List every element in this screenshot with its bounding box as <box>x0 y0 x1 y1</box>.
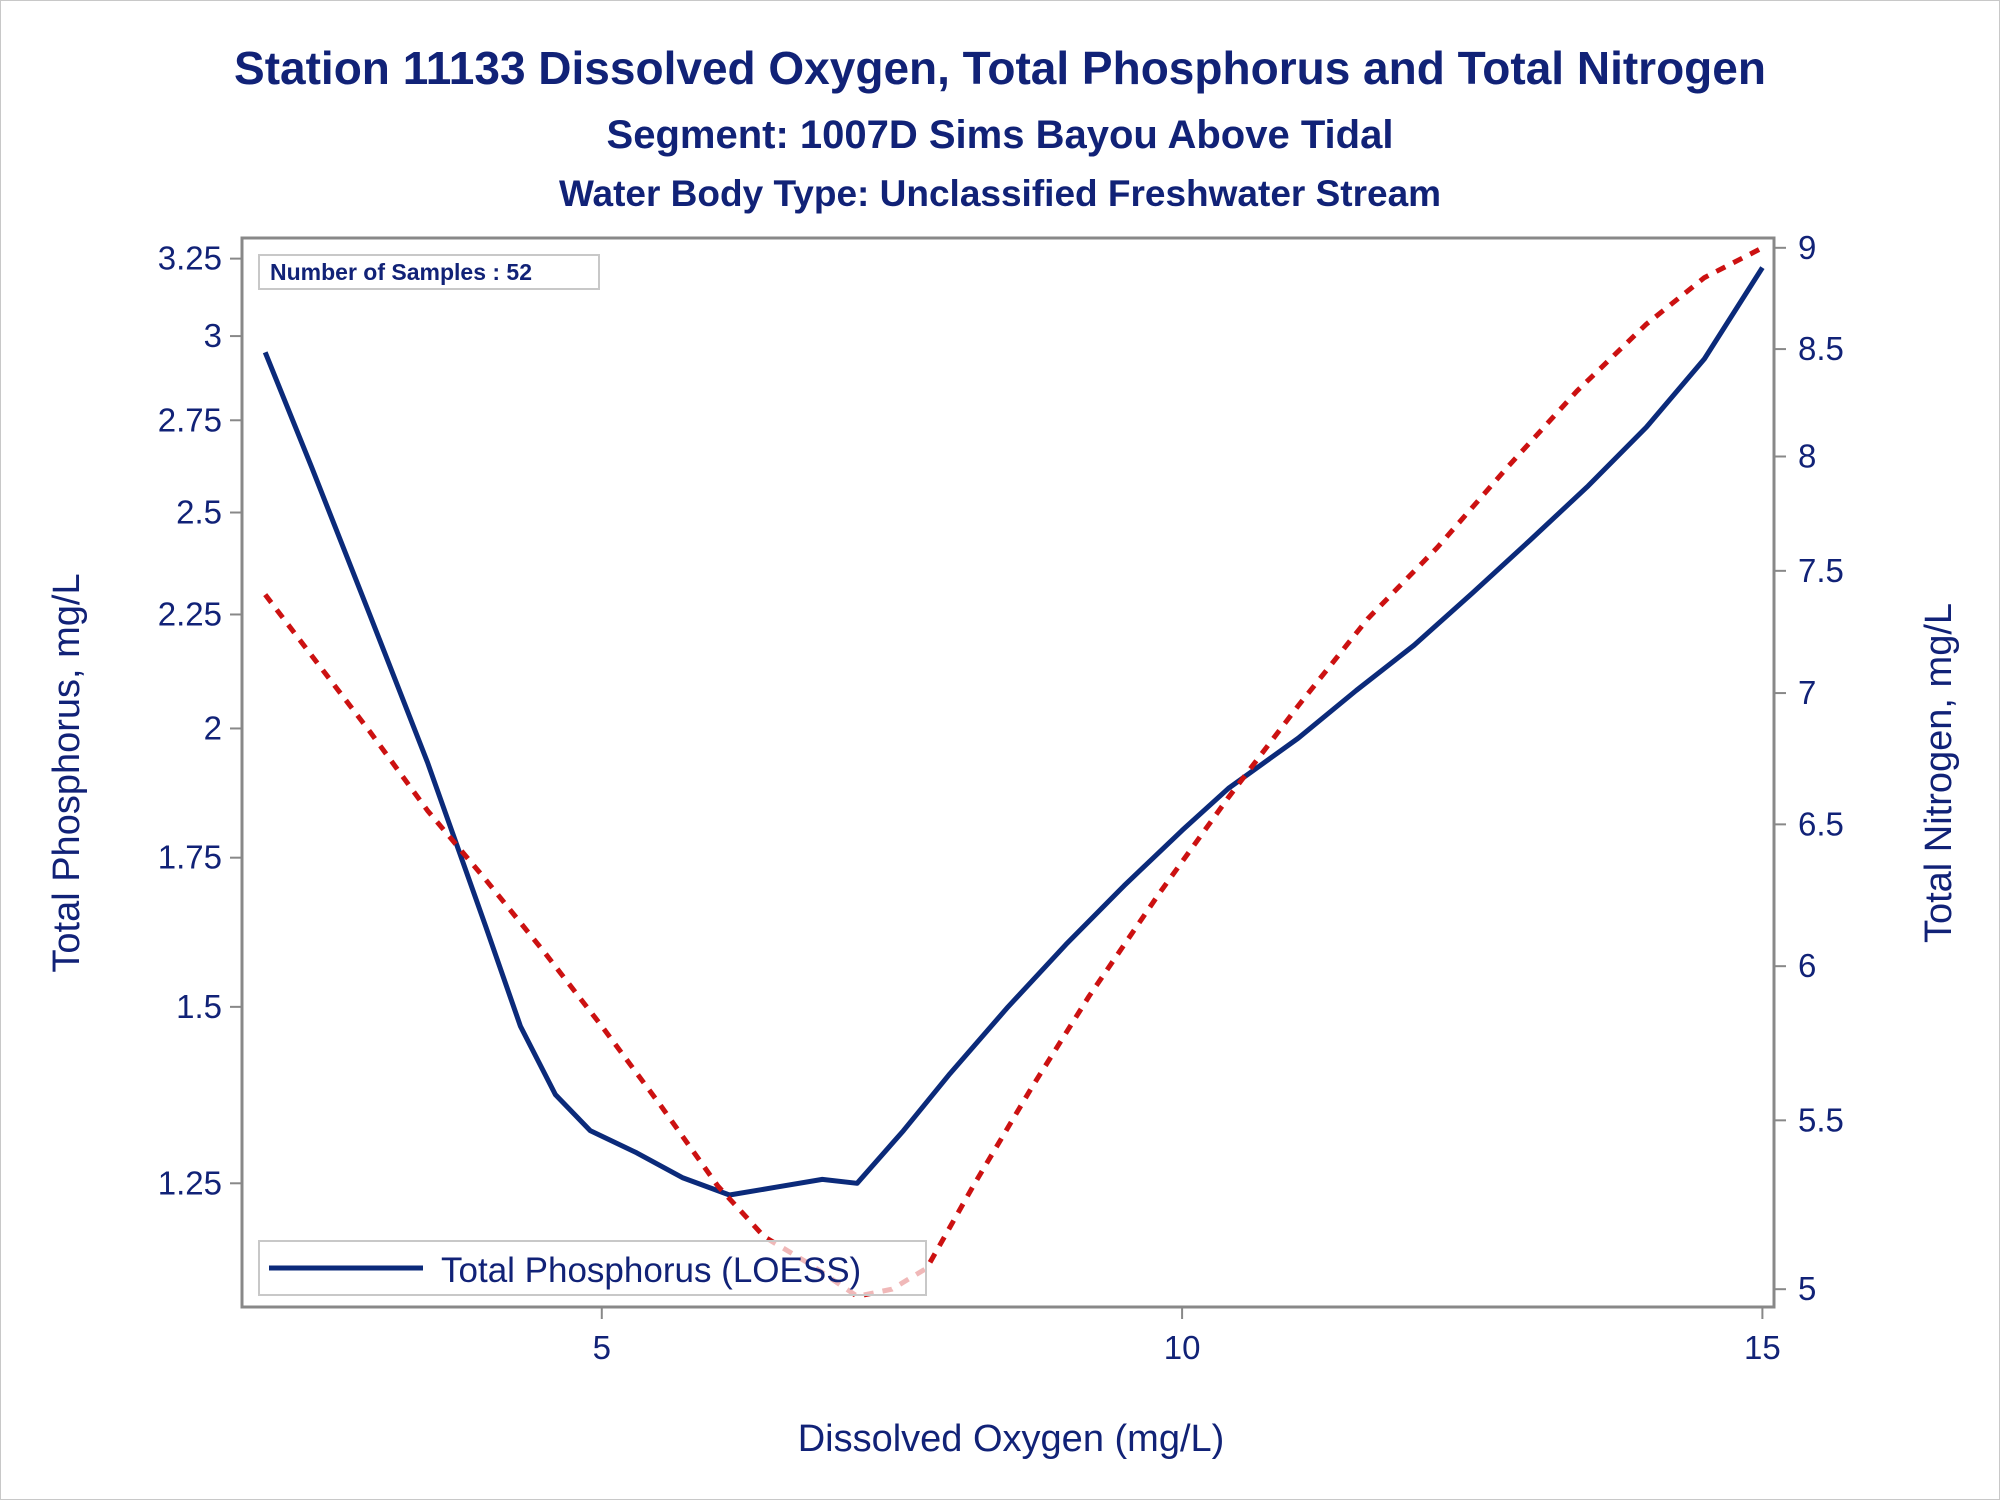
y-axis-ticks: 1.25 1.5 1.75 2 2.25 2.5 2.75 3 3.25 <box>158 240 242 1201</box>
y-tick-label: 2.5 <box>176 494 222 531</box>
y2-tick-label: 7 <box>1798 674 1816 711</box>
y-tick-label: 2.75 <box>158 401 222 438</box>
x-axis-label: Dissolved Oxygen (mg/L) <box>798 1418 1225 1460</box>
series-line-nitrogen <box>263 245 1764 1299</box>
y-tick-label: 1.5 <box>176 988 222 1025</box>
series-layer <box>262 245 1765 1299</box>
series-line-phosphorus <box>262 266 1765 1198</box>
x-axis-ticks: 5 10 15 <box>593 1307 1781 1366</box>
legend-label-phosphorus: Total Phosphorus (LOESS) <box>441 1251 861 1290</box>
sample-count-box <box>258 254 600 290</box>
chart-subtitle: Segment: 1007D Sims Bayou Above Tidal <box>607 113 1394 157</box>
y-tick-label: 3 <box>204 317 222 354</box>
y2-tick-label: 6.5 <box>1798 805 1844 842</box>
x-tick-label: 10 <box>1164 1329 1201 1366</box>
y2-axis-label: Total Nitrogen, mg/L <box>1918 603 1960 943</box>
y2-tick-label: 6 <box>1798 947 1816 984</box>
y-tick-label: 2.25 <box>158 595 222 632</box>
y2-tick-label: 7.5 <box>1798 552 1844 589</box>
y2-tick-label: 9 <box>1798 229 1816 266</box>
x-tick-label: 15 <box>1744 1329 1781 1366</box>
y2-tick-label: 5 <box>1798 1270 1816 1307</box>
plot-area <box>240 236 1776 1309</box>
x-tick-label: 5 <box>593 1329 611 1366</box>
y2-tick-label: 8 <box>1798 437 1816 474</box>
y2-tick-label: 8.5 <box>1798 330 1844 367</box>
y-tick-label: 1.75 <box>158 839 222 876</box>
chart-subtitle-2: Water Body Type: Unclassified Freshwater… <box>559 173 1441 214</box>
chart-title: Station 11133 Dissolved Oxygen, Total Ph… <box>234 42 1766 94</box>
y-tick-label: 2 <box>204 709 222 746</box>
y-tick-label: 3.25 <box>158 240 222 277</box>
sample-count-annotation: Number of Samples : 52 <box>270 259 532 285</box>
y-axis-label: Total Phosphorus, mg/L <box>46 573 88 972</box>
y2-axis-ticks: 5 5.5 6 6.5 7 7.5 8 8.5 9 <box>1774 229 1844 1307</box>
y2-tick-label: 5.5 <box>1798 1101 1844 1138</box>
y-tick-label: 1.25 <box>158 1164 222 1201</box>
